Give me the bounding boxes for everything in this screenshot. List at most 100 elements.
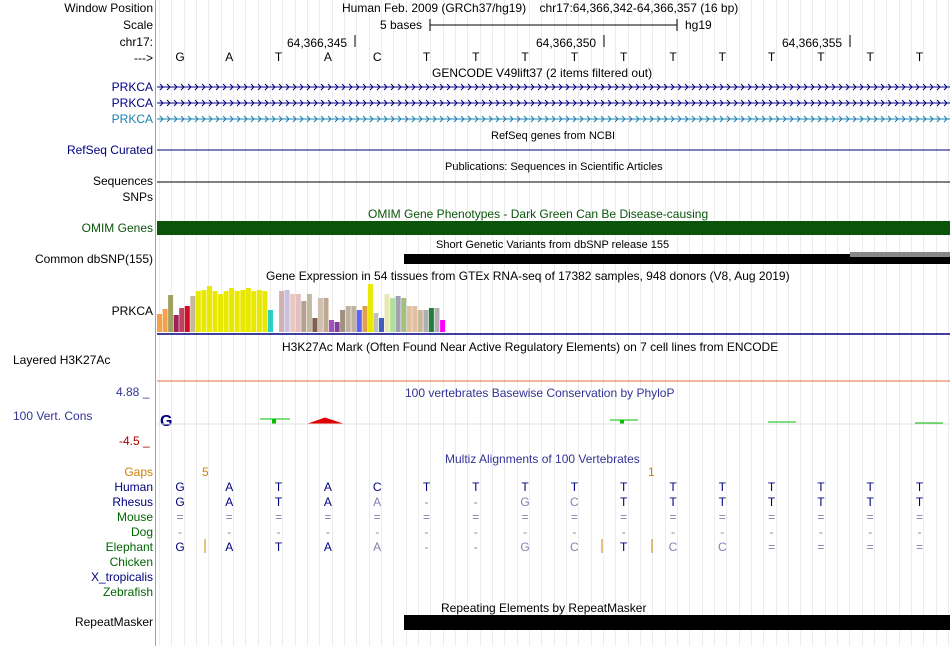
species-label-zebrafish[interactable]: Zebrafish	[102, 585, 153, 599]
guide-line	[702, 0, 703, 646]
alignment-base: -	[424, 525, 429, 539]
gencode-item-label-2[interactable]: PRKCA	[111, 96, 153, 110]
refseq-label[interactable]: RefSeq Curated	[66, 143, 153, 157]
reference-base: T	[521, 50, 529, 64]
gtex-tissue-bar	[201, 290, 207, 332]
species-label-rhesus[interactable]: Rhesus	[112, 495, 153, 509]
omim-label[interactable]: OMIM Genes	[81, 221, 153, 235]
reference-base: C	[372, 50, 382, 64]
publications-label-sequences[interactable]: Sequences	[92, 174, 153, 188]
gtex-tissue-bar	[406, 306, 412, 332]
refseq-title[interactable]: RefSeq genes from NCBI	[491, 130, 616, 142]
phylop-min-label: -4.5 _	[119, 434, 150, 448]
alignment-base: T	[620, 495, 628, 509]
guide-line	[812, 0, 813, 646]
dbsnp-title[interactable]: Short Genetic Variants from dbSNP releas…	[436, 239, 670, 251]
alignment-base: -	[818, 525, 823, 539]
alignment-base: -	[868, 525, 873, 539]
alignment-base: =	[817, 510, 825, 524]
alignment-base: C	[570, 495, 579, 509]
alignment-base: T	[866, 495, 874, 509]
phylop-title[interactable]: 100 vertebrates Basewise Conservation by…	[405, 386, 675, 400]
alignment-base: -	[473, 525, 478, 539]
guide-line	[356, 0, 357, 646]
species-label-elephant[interactable]: Elephant	[105, 540, 153, 554]
gtex-label[interactable]: PRKCA	[111, 304, 153, 318]
gencode-strand-arrows	[159, 83, 948, 91]
alignment-base: =	[521, 510, 529, 524]
publications-title[interactable]: Publications: Sequences in Scientific Ar…	[445, 161, 663, 173]
species-label-x-tropicalis[interactable]: X_tropicalis	[90, 570, 153, 584]
guide-line	[517, 0, 518, 646]
alignment-base: -	[424, 495, 429, 509]
guide-line	[541, 0, 542, 646]
multiz-gap-count-1: 5	[202, 465, 209, 479]
species-label-human[interactable]: Human	[114, 480, 153, 494]
guide-line	[899, 0, 900, 646]
gencode-title[interactable]: GENCODE V49lift37 (2 items filtered out)	[432, 66, 653, 80]
repeatmasker-title[interactable]: Repeating Elements by RepeatMasker	[441, 601, 647, 615]
gtex-tissue-bar	[234, 291, 240, 332]
guide-line	[849, 0, 850, 646]
multiz-gaps-label: Gaps	[124, 465, 153, 479]
chrom-label: chr17:	[119, 35, 153, 49]
alignment-base: T	[472, 480, 480, 494]
alignment-base: =	[570, 510, 578, 524]
gtex-tissue-bar	[268, 310, 273, 332]
gtex-tissue-bar	[440, 320, 446, 332]
guide-line	[245, 0, 246, 646]
gtex-tissue-bar	[340, 310, 346, 332]
gencode-item-label-3[interactable]: PRKCA	[111, 112, 153, 126]
species-label-mouse[interactable]: Mouse	[116, 510, 153, 524]
gtex-tissue-bar	[334, 322, 340, 332]
dbsnp-label[interactable]: Common dbSNP(155)	[34, 252, 153, 266]
alignment-base: T	[866, 480, 874, 494]
omim-title[interactable]: OMIM Gene Phenotypes - Dark Green Can Be…	[368, 207, 709, 221]
guide-line	[665, 0, 666, 646]
gtex-tissue-bar	[306, 294, 312, 332]
alignment-base: -	[424, 540, 429, 554]
guide-line	[776, 0, 777, 646]
phylop-label[interactable]: 100 Vert. Cons	[13, 409, 93, 423]
alignment-base: T	[718, 480, 726, 494]
guide-line	[467, 0, 468, 646]
gtex-tissue-bar	[245, 288, 251, 332]
alignment-base: T	[669, 495, 677, 509]
h3k27ac-label[interactable]: Layered H3K27Ac	[13, 353, 111, 367]
gtex-tissue-bar	[329, 320, 334, 332]
position-tick-2: 64,366,350	[536, 36, 597, 50]
species-label-chicken[interactable]: Chicken	[109, 555, 153, 569]
guide-line	[628, 0, 629, 646]
species-label-dog[interactable]: Dog	[130, 525, 153, 539]
multiz-title[interactable]: Multiz Alignments of 100 Vertebrates	[445, 452, 640, 466]
gtex-title[interactable]: Gene Expression in 54 tissues from GTEx …	[266, 269, 790, 283]
gtex-tissue-bar	[384, 294, 390, 332]
guide-line	[677, 0, 678, 646]
alignment-base: =	[718, 510, 726, 524]
gtex-tissue-bar	[301, 301, 307, 332]
h3k27ac-title[interactable]: H3K27Ac Mark (Often Found Near Active Re…	[282, 340, 779, 354]
alignment-base: T	[767, 480, 776, 494]
gtex-tissue-bar	[218, 294, 224, 332]
guide-line	[591, 0, 592, 646]
gtex-tissue-bar	[157, 314, 162, 332]
scale-assembly: hg19	[685, 18, 712, 32]
reference-base: T	[620, 50, 628, 64]
reference-base: T	[915, 50, 924, 64]
alignment-base: T	[274, 540, 283, 554]
alignment-base: =	[915, 540, 923, 554]
guide-line	[529, 0, 530, 646]
alignment-base: T	[422, 480, 431, 494]
publications-label-snps[interactable]: SNPs	[122, 190, 153, 204]
gencode-item-label-1[interactable]: PRKCA	[111, 80, 153, 94]
strand-label: --->	[134, 51, 153, 65]
multiz-gap-count-2: 1	[648, 465, 655, 479]
alignment-base: T	[817, 495, 825, 509]
reference-base: T	[274, 50, 283, 64]
guide-line	[714, 0, 715, 646]
alignment-base: -	[671, 525, 675, 539]
repeatmasker-label[interactable]: RepeatMasker	[74, 615, 153, 629]
guide-line	[948, 0, 949, 646]
